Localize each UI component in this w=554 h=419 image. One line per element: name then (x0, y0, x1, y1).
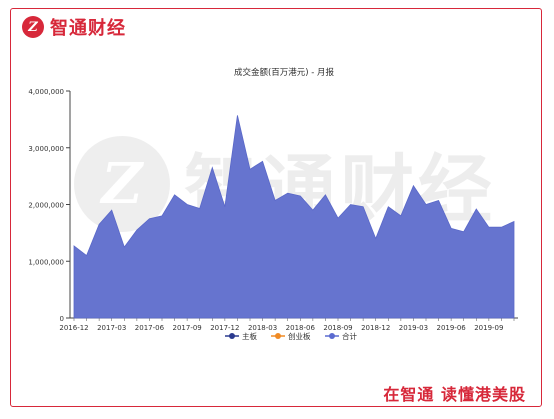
x-tick-label: 2018-09 (323, 324, 352, 332)
y-tick-label: 0 (60, 315, 64, 323)
legend-marker-dot (329, 333, 335, 339)
x-tick-label: 2018-12 (361, 324, 390, 332)
x-tick-label: 2016-12 (59, 324, 88, 332)
legend-label: 合计 (342, 331, 357, 341)
legend: 主板 创业板 合计 (225, 331, 357, 341)
x-tick-label: 2017-09 (173, 324, 202, 332)
chart-title: 成交金额(百万港元) - 月报 (234, 67, 335, 78)
card-frame (10, 8, 542, 407)
brand-logo-icon: Z (22, 16, 44, 38)
legend-label: 主板 (242, 331, 257, 341)
y-tick-label: 1,000,000 (28, 258, 64, 266)
x-tick-label: 2019-06 (437, 324, 467, 332)
series-area (73, 115, 515, 319)
legend-marker-dot (275, 333, 281, 339)
y-tick-label: 3,000,000 (28, 145, 64, 153)
x-tick-label: 2018-03 (248, 324, 277, 332)
x-tick-label: 2017-03 (97, 324, 126, 332)
slogan: 在智通 读懂港美股 (383, 385, 526, 404)
x-tick-label: 2019-03 (399, 324, 428, 332)
x-axis: 2016-12 2017-03 2017-06 2017-09 2017-12 2018-… (59, 317, 518, 332)
x-tick-label: 2017-06 (135, 324, 165, 332)
x-tick-label: 2019-09 (474, 324, 503, 332)
brand-logo: Z 智通财经 (22, 14, 126, 40)
y-tick-label: 4,000,000 (28, 88, 64, 96)
plot-area (73, 115, 515, 319)
x-tick-label: 2017-12 (210, 324, 239, 332)
legend-label: 创业板 (288, 331, 311, 341)
legend-marker-dot (229, 333, 235, 339)
y-axis: 0 1,000,000 2,000,000 3,000,000 4,000,000 (28, 88, 71, 323)
x-tick-label: 2018-06 (286, 324, 316, 332)
y-tick-label: 2,000,000 (28, 202, 64, 210)
brand-name: 智通财经 (50, 18, 126, 39)
